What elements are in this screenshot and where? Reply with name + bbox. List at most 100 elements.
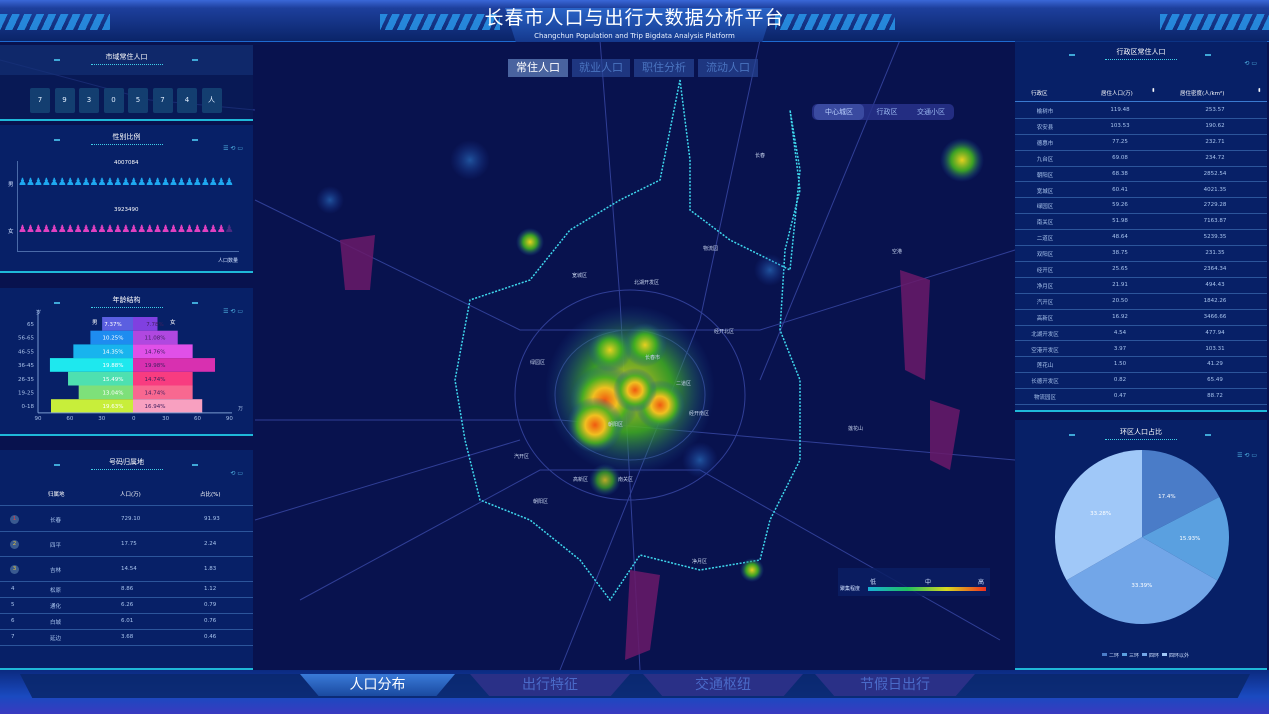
district-name: 莲花山 [1036,363,1054,370]
table-toolbox[interactable]: ⟲ ▭ [1244,60,1257,67]
male-person-icon: ♟ [169,177,179,188]
share-value: 0.79 [204,602,217,608]
toggle-admin-district[interactable]: 行政区 [876,108,898,116]
legend-item[interactable]: 三环 [1129,653,1140,659]
toggle-central-city[interactable]: 中心城区 [814,104,864,120]
col-population-sortable[interactable]: 居住人口(万) [1101,91,1133,97]
female-person-icon: ♟ [89,224,99,235]
panel-title: 号码归属地 [0,457,253,470]
population-value: 60.41 [1112,186,1128,193]
tab-job-housing[interactable]: 职住分析 [634,59,694,77]
table-row[interactable]: 3 吉林 14.54 1.83 [0,557,253,582]
sort-icon[interactable]: ⬍ [1257,88,1262,94]
table-row[interactable]: 农安县 103.53 190.62 [1015,119,1267,135]
male-pct-label: 10.25% [103,336,124,342]
legend-gradient [868,587,986,591]
map-label: 高新区 [573,477,589,483]
density-value: 190.62 [1205,122,1225,129]
male-person-icon: ♟ [65,177,75,188]
table-row[interactable]: 2 四平 17.75 2.24 [0,532,253,557]
ring-pie-chart: 17.4% 15.93% 33.39% 33.28% [1055,450,1229,624]
table-row[interactable]: 长德开发区 0.82 65.49 [1015,373,1267,390]
toggle-traffic-zone[interactable]: 交通小区 [917,108,945,116]
chart-toolbox[interactable]: ☰ ⟲ ▭ [223,308,243,315]
pie-slice[interactable] [1066,537,1218,624]
sort-icon[interactable]: ⬍ [1151,88,1156,94]
female-person-icon: ♟ [73,224,83,235]
nav-travel-features[interactable]: 出行特征 [470,674,630,696]
female-person-icon: ♟ [137,224,147,235]
nav-holiday-travel[interactable]: 节假日出行 [815,674,975,696]
density-value: 232.71 [1205,138,1225,145]
pie-slice[interactable] [1142,450,1220,537]
table-row[interactable]: 4 松原 8.86 1.12 [0,582,253,598]
male-person-icon: ♟ [25,177,35,188]
chart-toolbox[interactable]: ☰ ⟲ ▭ [223,145,243,152]
table-row[interactable]: 7 延边 3.68 0.46 [0,630,253,646]
tab-floating-population[interactable]: 流动人口 [698,59,758,77]
x-tick-label: 60 [194,416,201,422]
table-row[interactable]: 榆树市 119.48 253.57 [1015,103,1267,119]
district-name: 空港开发区 [1031,347,1059,354]
table-row[interactable]: 莲花山 1.50 41.29 [1015,357,1267,374]
population-value: 3.68 [121,634,134,640]
table-row[interactable]: 净月区 21.91 494.43 [1015,278,1267,294]
table-row[interactable]: 高新区 16.92 3466.66 [1015,310,1267,326]
population-digit: 4 [177,88,197,113]
nav-population-distribution[interactable]: 人口分布 [300,674,455,696]
population-value: 0.82 [1113,377,1127,384]
table-row[interactable]: 空港开发区 3.97 103.31 [1015,342,1267,358]
table-row[interactable]: 6 白城 6.01 0.76 [0,614,253,630]
title-plate [505,8,773,42]
x-tick-label: 60 [66,416,73,422]
male-person-icon: ♟ [105,177,115,188]
map-label: 南关区 [618,477,634,483]
table-row[interactable]: 德惠市 77.25 232.71 [1015,135,1267,151]
age-structure-panel: 年龄结构 ☰ ⟲ ▭ 7.37% 7.78% 65 10.25% 11.08% 56-65… [0,288,253,436]
female-pct-label: 19.98% [145,363,166,369]
page-title: 长春市人口与出行大数据分析平台 [484,7,785,29]
table-row[interactable]: 双阳区 38.75 231.35 [1015,246,1267,262]
table-row[interactable]: 九台区 69.08 234.72 [1015,151,1267,167]
male-person-icon: ♟ [200,177,210,188]
share-value: 1.83 [204,565,217,572]
table-row[interactable]: 5 通化 6.26 0.79 [0,598,253,614]
male-person-icon: ♟ [57,177,67,188]
legend-item[interactable]: 四环以外 [1169,653,1190,659]
density-value: 103.31 [1205,345,1225,352]
nav-traffic-hubs[interactable]: 交通枢纽 [643,674,803,696]
table-toolbox[interactable]: ⟲ ▭ [230,470,243,477]
table-row[interactable]: 物流园区 0.47 88.72 [1015,389,1267,406]
population-value: 21.91 [1112,281,1128,288]
map-label: 经开北区 [714,329,735,335]
legend-item[interactable]: 二环 [1109,653,1120,659]
table-row[interactable]: 北湖开发区 4.54 477.94 [1015,326,1267,342]
age-group-label: 19-25 [18,391,34,397]
male-bar [78,385,133,400]
table-row[interactable]: 1 长春 729.10 91.93 [0,507,253,532]
pie-slice[interactable] [1055,450,1142,581]
female-person-icon: ♟ [121,224,131,235]
chart-toolbox[interactable]: ☰ ⟲ ▭ [1237,452,1257,459]
table-row[interactable]: 二道区 48.64 5239.35 [1015,230,1267,247]
table-row[interactable]: 南关区 51.98 7163.87 [1015,214,1267,231]
table-row[interactable]: 绿园区 59.26 2729.28 [1015,198,1267,215]
tab-employed-population[interactable]: 就业人口 [572,59,630,77]
male-person-icon: ♟ [216,177,226,188]
table-row[interactable]: 朝阳区 68.38 2852.54 [1015,167,1267,183]
district-name: 经开区 [1036,268,1054,274]
population-digit: 7 [152,88,173,113]
pie-value-label: 15.93% [1179,536,1200,542]
col-density-sortable[interactable]: 居住密度(人/km²) [1180,91,1225,97]
legend-item[interactable]: 四环 [1149,653,1160,659]
table-row[interactable]: 汽开区 20.50 1842.26 [1015,294,1267,310]
tab-resident-population[interactable]: 常住人口 [508,59,568,77]
male-bar [50,399,134,413]
rank-badge: 1 [10,515,19,524]
female-person-icon: ♟ [18,224,27,235]
table-row[interactable]: 宽城区 60.41 4021.35 [1015,183,1267,199]
map-label: 朝阳区 [533,499,549,505]
table-row[interactable]: 经开区 25.65 2364.34 [1015,262,1267,278]
pie-slice[interactable] [1142,497,1229,581]
density-value: 65.49 [1207,377,1223,384]
